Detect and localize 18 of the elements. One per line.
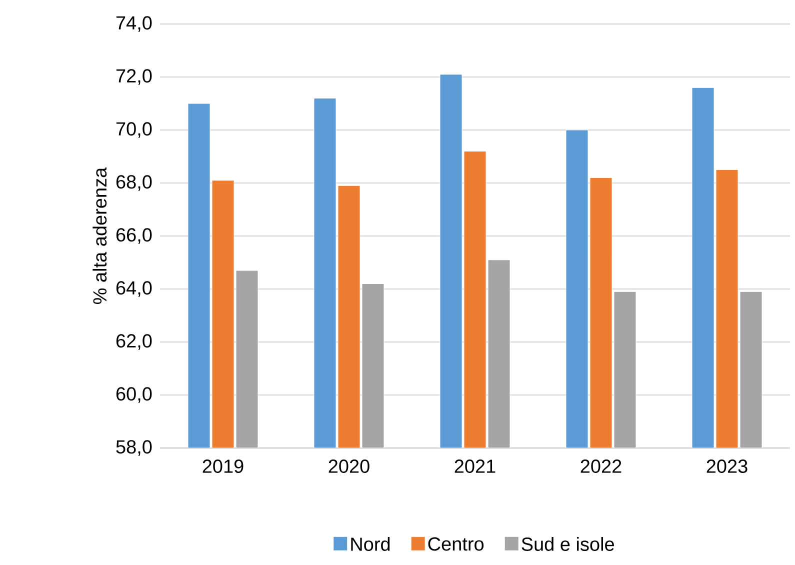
- y-tick-label: 62,0: [116, 334, 152, 350]
- y-tick-label: 60,0: [116, 387, 152, 403]
- legend-label: Nord: [351, 537, 390, 551]
- y-tick-label: 74,0: [116, 16, 152, 32]
- y-tick-label: 66,0: [116, 228, 152, 244]
- x-tick-label: 2022: [580, 460, 622, 473]
- legend-label: Sud e isole: [522, 537, 614, 551]
- y-axis-title: % alta aderenza: [92, 167, 107, 304]
- y-tick-label: 70,0: [116, 122, 152, 138]
- x-tick-label: 2019: [202, 460, 244, 473]
- x-tick-label: 2023: [706, 460, 748, 473]
- x-tick-label: 2021: [454, 460, 496, 473]
- y-tick-label: 68,0: [116, 175, 152, 191]
- y-tick-label: 64,0: [116, 281, 152, 297]
- y-tick-label: 58,0: [116, 440, 152, 456]
- x-tick-label: 2020: [328, 460, 370, 473]
- legend-label: Centro: [428, 537, 484, 551]
- y-tick-label: 72,0: [116, 69, 152, 85]
